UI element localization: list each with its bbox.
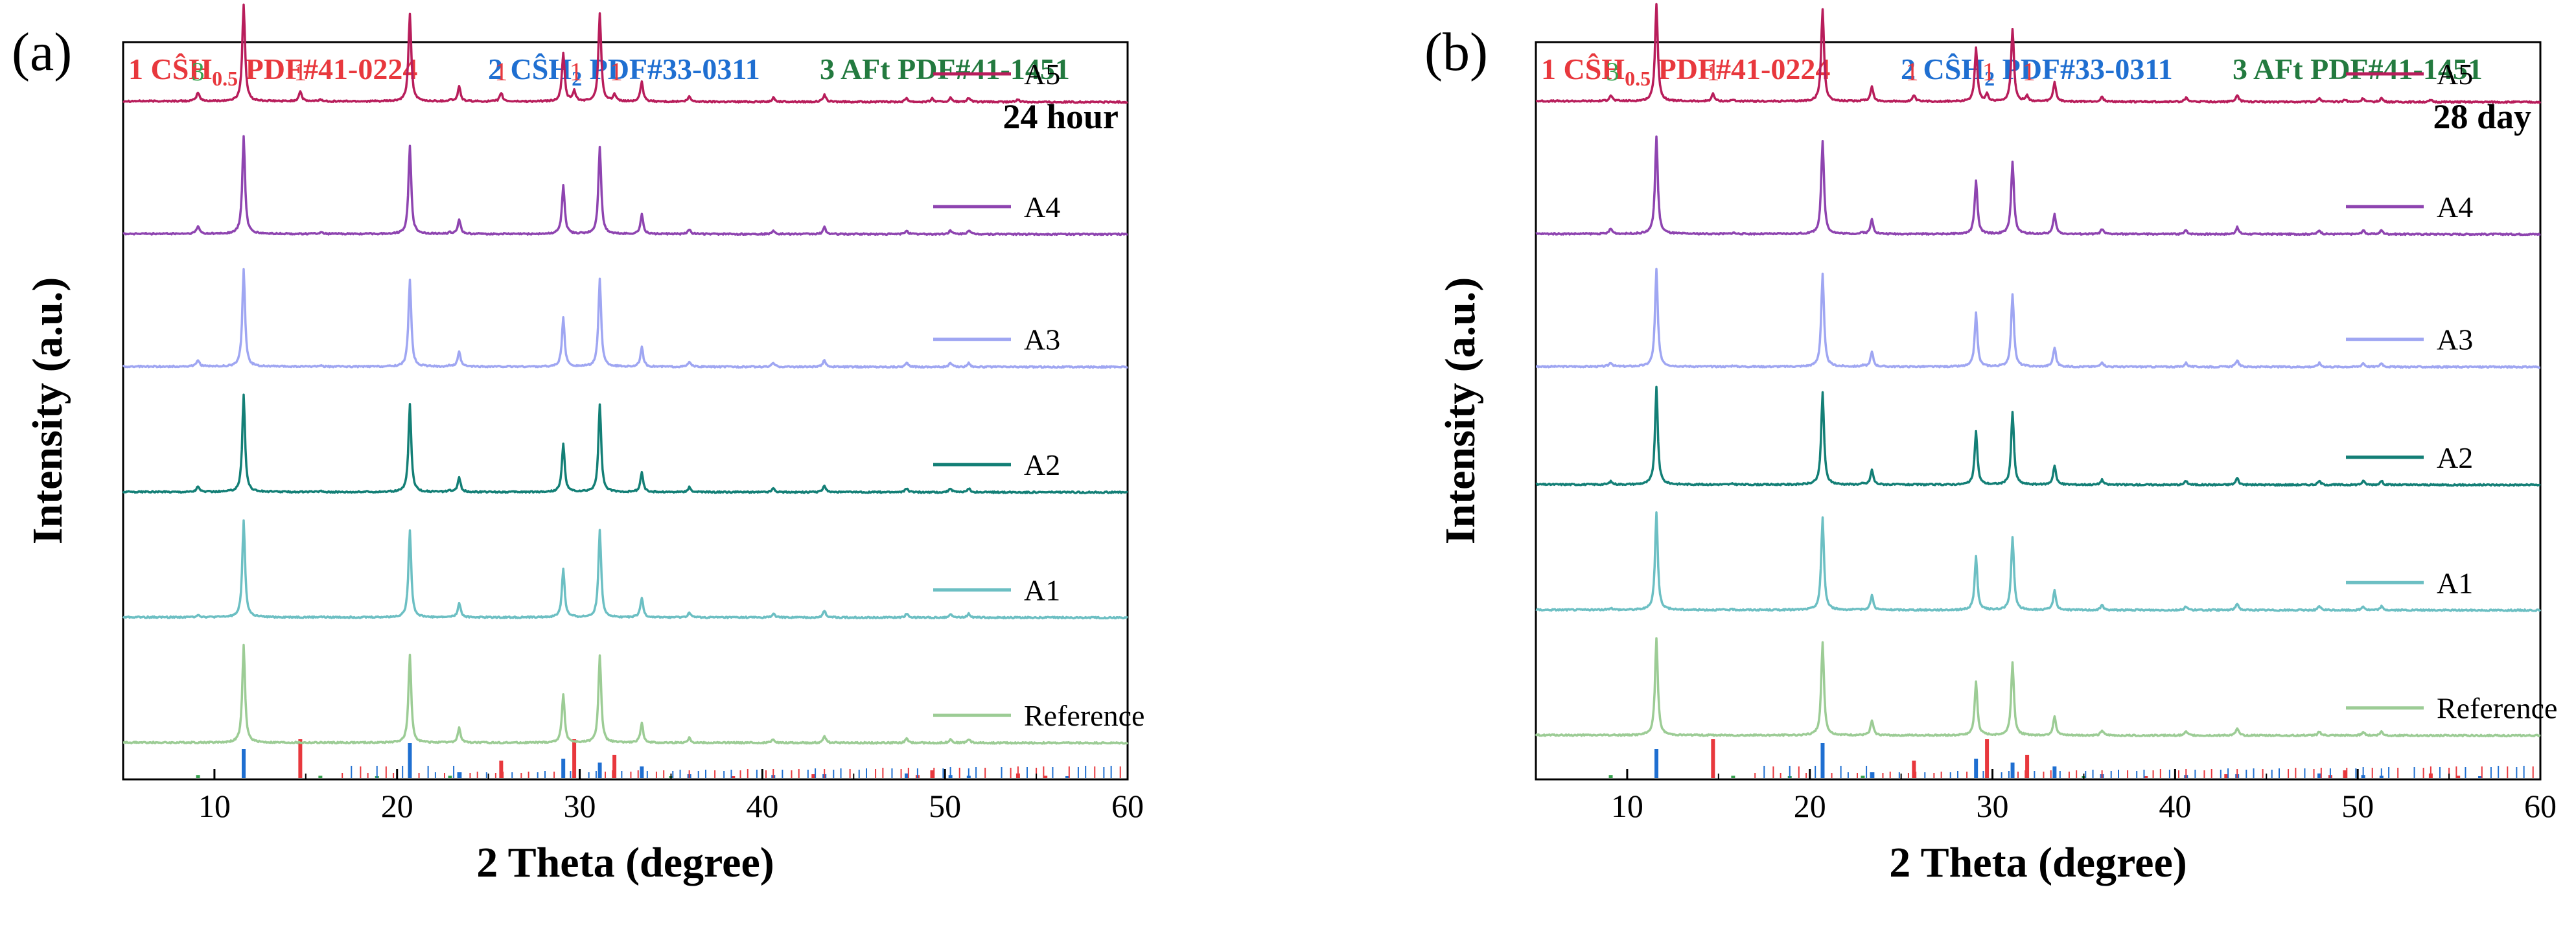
panel-label: (b) bbox=[1424, 22, 1488, 82]
series-legend-label: A4 bbox=[1024, 190, 1060, 224]
phase-legend-pdf: PDF#41-0224 bbox=[238, 52, 417, 86]
phase-legend-name: 3 AFt bbox=[820, 52, 890, 86]
time-label: 28 day bbox=[2433, 97, 2531, 136]
xrd-pattern-a1 bbox=[122, 519, 1128, 620]
phase-legend-pdf: PDF#33-0311 bbox=[582, 52, 760, 86]
peak-annotation: 2 bbox=[557, 0, 570, 1]
phase-legend-2: 2 CŜH2 PDF#33-0311 bbox=[1901, 52, 2173, 90]
peak-annotation: 1 bbox=[1706, 57, 1719, 86]
series-legend-label: A4 bbox=[2437, 190, 2473, 224]
phase-legend-name: 2 CŜH bbox=[488, 52, 572, 86]
phase-legend-2: 2 CŜH2 PDF#33-0311 bbox=[488, 52, 760, 90]
series-legend-label: Reference bbox=[2437, 692, 2557, 725]
x-tick-label: 10 bbox=[1611, 788, 1643, 824]
peak-annotation: 3 bbox=[192, 57, 205, 86]
peak-annotation: 2 bbox=[635, 0, 648, 1]
series-legend-label: A2 bbox=[2437, 441, 2473, 474]
peak-annotation: 2 bbox=[1816, 0, 1829, 1]
phase-legend-3: 3 AFt PDF#41-1451 bbox=[2233, 52, 2483, 86]
x-tick-label: 60 bbox=[1111, 788, 1144, 824]
x-tick-label: 10 bbox=[198, 788, 231, 824]
peak-annotation: 2 bbox=[1969, 0, 1982, 1]
peak-annotation: 2 bbox=[1650, 0, 1663, 1]
phase-legend-subscript: 0.5 bbox=[212, 67, 238, 90]
phase-legend-subscript: 2 bbox=[572, 67, 582, 90]
phase-legend-pdf: PDF#41-1451 bbox=[2303, 52, 2483, 86]
x-tick-label: 40 bbox=[746, 788, 778, 824]
peak-annotation: 2 bbox=[594, 0, 607, 1]
phase-legend-pdf: PDF#41-1451 bbox=[890, 52, 1070, 86]
phase-legend-subscript: 0.5 bbox=[1625, 67, 1651, 90]
peak-annotation: 1 bbox=[494, 57, 507, 86]
peak-annotation: 3 bbox=[1606, 57, 1619, 86]
series-legend-label: Reference bbox=[1024, 699, 1144, 732]
phase-legend-pdf: PDF#41-0224 bbox=[1651, 52, 1830, 86]
plot-frame bbox=[122, 41, 1129, 781]
xrd-pattern-reference bbox=[1535, 637, 2541, 738]
xrd-pattern-a4 bbox=[1535, 135, 2541, 236]
plot-frame bbox=[1535, 41, 2542, 781]
panel-a: (a) 1 CŜH0.5 PDF#41-0224 2 CŜH2 PDF#33-031… bbox=[12, 0, 1144, 886]
x-axis-title: 2 Theta (degree) bbox=[476, 839, 774, 886]
peak-annotation: 1 bbox=[1982, 57, 1995, 86]
x-tick-label: 30 bbox=[1977, 788, 2009, 824]
x-tick-label: 30 bbox=[564, 788, 596, 824]
phase-legend-1: 1 CŜH0.5 PDF#41-0224 bbox=[128, 52, 417, 90]
xrd-pattern-a5 bbox=[1535, 3, 2542, 104]
xrd-pattern-a2 bbox=[1535, 385, 2541, 487]
x-tick-label: 20 bbox=[381, 788, 413, 824]
series-legend-label: A5 bbox=[1024, 58, 1060, 91]
peak-annotation: 1 bbox=[1906, 57, 1919, 86]
peak-annotation: 2 bbox=[239, 0, 252, 1]
phase-legend-name: 1 CŜH bbox=[1541, 52, 1625, 86]
x-tick-label: 50 bbox=[2341, 788, 2374, 824]
panel-b: (b) 1 CŜH0.5 PDF#41-0224 2 CŜH2 PDF#33-031… bbox=[1424, 0, 2557, 886]
xrd-pattern-a3 bbox=[122, 268, 1128, 369]
series-legend-label: A3 bbox=[2437, 323, 2473, 356]
xrd-pattern-a5 bbox=[122, 3, 1128, 104]
panel-label: (a) bbox=[12, 22, 72, 82]
xrd-pattern-a4 bbox=[122, 135, 1128, 236]
peak-annotation: 2 bbox=[405, 0, 418, 1]
phase-legend-1: 1 CŜH0.5 PDF#41-0224 bbox=[1541, 52, 1830, 90]
series-legend-label: A2 bbox=[1024, 448, 1060, 481]
peak-annotation: 2 bbox=[2004, 0, 2017, 1]
phase-legend-name: 1 CŜH bbox=[128, 52, 212, 86]
series-legend-label: A1 bbox=[2437, 566, 2473, 599]
xrd-pattern-reference bbox=[122, 643, 1129, 745]
xrd-pattern-a2 bbox=[122, 393, 1128, 494]
series-legend-label: A3 bbox=[1024, 323, 1060, 356]
peak-annotation: 1 bbox=[2023, 57, 2036, 86]
series-legend-label: A5 bbox=[2437, 58, 2473, 91]
series-legend-label: A1 bbox=[1024, 574, 1060, 607]
x-tick-label: 20 bbox=[1794, 788, 1826, 824]
x-axis-title: 2 Theta (degree) bbox=[1889, 839, 2187, 886]
xrd-pattern-a1 bbox=[1535, 511, 2542, 612]
peak-annotation: 1 bbox=[294, 57, 307, 86]
peak-annotation: 1 bbox=[610, 57, 623, 86]
phase-legend-name: 2 CŜH bbox=[1901, 52, 1984, 86]
phase-legend-subscript: 2 bbox=[1984, 67, 1995, 90]
x-tick-label: 50 bbox=[929, 788, 961, 824]
phase-legend-3: 3 AFt PDF#41-1451 bbox=[820, 52, 1070, 86]
phase-legend-name: 3 AFt bbox=[2233, 52, 2303, 86]
y-axis-title: Intensity (a.u.) bbox=[1437, 277, 1484, 545]
peak-annotation: 2 bbox=[2047, 0, 2060, 1]
x-tick-label: 40 bbox=[2159, 788, 2191, 824]
peak-annotation: 1 bbox=[570, 57, 583, 86]
xrd-pattern-a3 bbox=[1535, 268, 2541, 369]
x-tick-label: 60 bbox=[2524, 788, 2557, 824]
time-label: 24 hour bbox=[1003, 97, 1119, 136]
phase-legend-pdf: PDF#33-0311 bbox=[1995, 52, 2173, 86]
y-axis-title: Intensity (a.u.) bbox=[24, 277, 71, 545]
